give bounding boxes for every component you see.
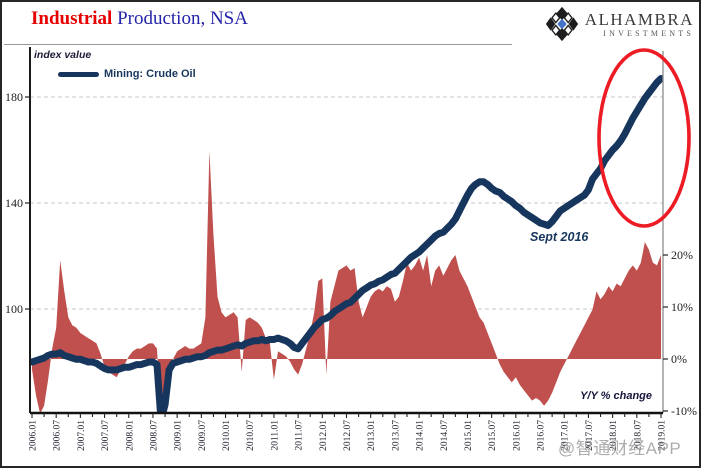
x-tick-label: 2013.07 [391, 420, 401, 451]
legend: Mining: Crude Oil [58, 68, 196, 80]
x-tick-label: 2006.07 [53, 420, 63, 451]
right-tick-label: 20% [671, 248, 693, 262]
x-tick-label: 2007.01 [77, 420, 87, 451]
title-rest: Production, NSA [112, 8, 248, 29]
left-tick-label: 100 [5, 302, 23, 316]
right-tick-label: 0% [671, 352, 687, 366]
x-tick-label: 2010.01 [222, 420, 232, 451]
crude-oil-line-series [30, 75, 663, 414]
x-tick-label: 2012.01 [319, 420, 329, 451]
x-tick-label: 2014.07 [440, 420, 450, 451]
right-axis-note: Y/Y % change [580, 390, 652, 402]
x-tick-label: 2015.01 [464, 420, 474, 451]
x-tick-label: 2008.07 [149, 420, 159, 451]
title-underline [4, 44, 512, 45]
alhambra-diamond-icon [545, 6, 578, 42]
left-tick-label: 140 [5, 196, 23, 210]
watermark: @智通财经APP [558, 439, 682, 458]
page-title: Industrial Production, NSA [31, 8, 248, 30]
x-tick-label: 2007.07 [101, 420, 111, 451]
x-tick-label: 2018.01 [609, 420, 619, 451]
sept-2016-annotation: Sept 2016 [530, 230, 589, 244]
legend-label: Mining: Crude Oil [104, 68, 196, 80]
x-tick-label: 2016.01 [512, 420, 522, 451]
x-tick-label: 2013.01 [367, 420, 377, 451]
x-tick-label: 2012.07 [343, 420, 353, 451]
logo-subname: INVESTMENTS [603, 28, 694, 38]
highlight-ellipse [597, 48, 691, 228]
x-tick-label: 2015.07 [488, 420, 498, 451]
title-word-industrial: Industrial [31, 8, 113, 29]
x-tick-label: 2006.01 [29, 420, 39, 451]
x-tick-label: 2009.01 [174, 420, 184, 451]
x-tick-label: 2009.07 [198, 420, 208, 451]
right-tick-label: -10% [671, 404, 697, 418]
left-axis-note: index value [34, 49, 92, 61]
x-tick-label: 2018.07 [633, 420, 643, 451]
x-tick-label: 2014.01 [416, 420, 426, 451]
x-tick-label: 2011.01 [270, 420, 280, 451]
logo-name: ALHAMBRA [584, 9, 694, 29]
left-tick-label: 180 [5, 90, 23, 104]
x-tick-label: 2016.07 [537, 420, 547, 451]
alhambra-logo: ALHAMBRA INVESTMENTS [543, 5, 694, 43]
x-tick-label: 2017.07 [585, 420, 595, 451]
legend-line-marker [58, 71, 99, 77]
yoy-area-series [32, 151, 661, 414]
x-tick-label: 2011.07 [295, 420, 305, 451]
right-tick-label: 10% [671, 300, 693, 314]
x-tick-label: 2010.07 [246, 420, 256, 451]
x-tick-label: 2019.01 [658, 420, 668, 451]
x-tick-label: 2008.01 [125, 420, 135, 451]
x-tick-label: 2017.01 [561, 420, 571, 451]
